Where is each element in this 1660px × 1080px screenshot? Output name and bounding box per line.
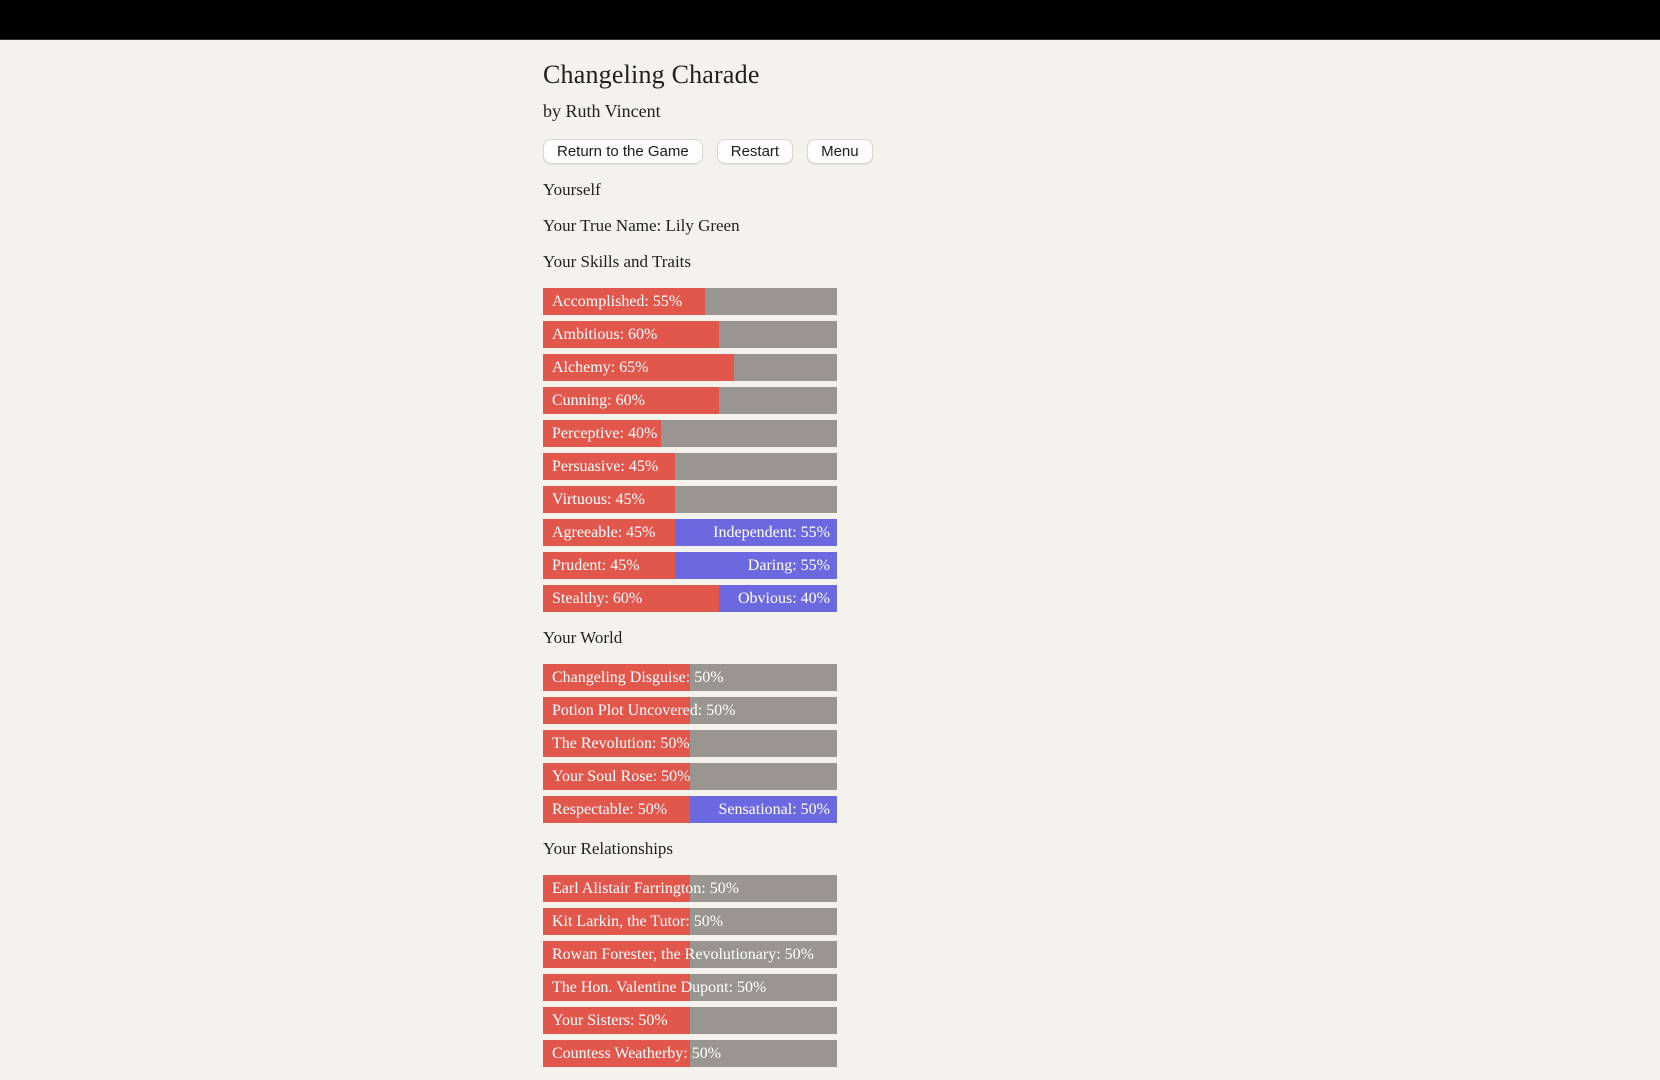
stat-fill — [543, 387, 720, 414]
stat-label: Kit Larkin, the Tutor: 50% — [552, 913, 724, 930]
stat-fill — [543, 486, 676, 513]
menu-button[interactable]: Menu — [807, 139, 873, 164]
stat-sections: Your Skills and Traits Accomplished: 55% A… — [543, 252, 837, 1067]
stat-fill-left — [543, 519, 676, 546]
stat-label: Virtuous: 45% — [552, 491, 645, 508]
yourself-heading: Yourself — [543, 180, 601, 199]
return-to-game-button[interactable]: Return to the Game — [543, 139, 703, 164]
stat-fill — [543, 453, 676, 480]
stat-fill — [543, 730, 690, 757]
stat-label: Accomplished: 55% — [552, 293, 683, 310]
stat-label-left: Stealthy: 60% — [552, 590, 643, 607]
stat-fill — [543, 875, 690, 902]
stat-label: Rowan Forester, the Revolutionary: 50% — [552, 946, 814, 963]
stat-bar: Cunning: 60% — [543, 387, 837, 414]
opposed-stat-bar: Stealthy: 60% Obvious: 40% — [543, 585, 837, 612]
restart-button[interactable]: Restart — [716, 139, 794, 164]
stat-label: Potion Plot Uncovered: 50% — [552, 702, 736, 719]
stat-label-right: Independent: 55% — [713, 524, 830, 541]
stat-fill — [543, 1040, 690, 1067]
stat-label-right: Daring: 55% — [747, 557, 830, 574]
stat-bar: The Hon. Valentine Dupont: 50% — [543, 974, 837, 1001]
stat-bar: Countess Weatherby: 50% — [543, 1040, 837, 1067]
stat-label: Cunning: 60% — [552, 392, 645, 409]
section-heading: Your World — [543, 628, 623, 647]
stat-bar: Kit Larkin, the Tutor: 50% — [543, 908, 837, 935]
stat-fill-left — [543, 585, 720, 612]
stat-bar: Ambitious: 60% — [543, 321, 837, 348]
stat-label-right: Sensational: 50% — [718, 801, 830, 818]
opposed-stat-bar: Agreeable: 45% Independent: 55% — [543, 519, 837, 546]
stat-label-left: Agreeable: 45% — [552, 524, 656, 541]
stat-fill — [543, 288, 705, 315]
stat-fill-left — [543, 552, 676, 579]
stat-label: Your Soul Rose: 50% — [552, 768, 691, 785]
stat-label: Perceptive: 40% — [552, 425, 658, 442]
stat-bar: Potion Plot Uncovered: 50% — [543, 697, 837, 724]
stat-fill — [543, 354, 735, 381]
stat-bar: Alchemy: 65% — [543, 354, 837, 381]
stat-bar-group: Accomplished: 55% Ambitious: 60% Alchemy: … — [543, 288, 837, 612]
stat-fill-left — [543, 796, 690, 823]
stat-label: Alchemy: 65% — [552, 359, 649, 376]
stat-label: The Revolution: 50% — [552, 735, 690, 752]
game-byline: by Ruth Vincent — [543, 101, 661, 121]
stat-label: Earl Alistair Farrington: 50% — [552, 880, 740, 897]
stat-bar: Accomplished: 55% — [543, 288, 837, 315]
stat-bar: Persuasive: 45% — [543, 453, 837, 480]
stats-page: Changeling Charade by Ruth Vincent Retur… — [543, 60, 873, 1067]
stat-fill — [543, 908, 690, 935]
stat-fill-right — [690, 796, 837, 823]
stat-bar-group: Earl Alistair Farrington: 50% Kit Larkin,… — [543, 875, 837, 1067]
section-heading: Your Relationships — [543, 839, 674, 858]
stat-bar: Perceptive: 40% — [543, 420, 837, 447]
opposed-stat-bar: Prudent: 45% Daring: 55% — [543, 552, 837, 579]
stat-bar: Earl Alistair Farrington: 50% — [543, 875, 837, 902]
stat-label: Ambitious: 60% — [552, 326, 658, 343]
stat-fill — [543, 941, 690, 968]
stat-label: Changeling Disguise: 50% — [552, 669, 724, 686]
stat-label-left: Prudent: 45% — [552, 557, 640, 574]
stat-fill — [543, 420, 661, 447]
section-heading: Your Skills and Traits — [543, 252, 692, 271]
opposed-stat-bar: Respectable: 50% Sensational: 50% — [543, 796, 837, 823]
stat-fill-right — [675, 519, 837, 546]
stat-bar: Changeling Disguise: 50% — [543, 664, 837, 691]
stat-bar: The Revolution: 50% — [543, 730, 837, 757]
stat-label: Persuasive: 45% — [552, 458, 659, 475]
stat-fill — [543, 664, 690, 691]
stat-fill — [543, 321, 720, 348]
stat-label: The Hon. Valentine Dupont: 50% — [552, 979, 767, 996]
stat-bar: Your Sisters: 50% — [543, 1007, 837, 1034]
stat-bar: Virtuous: 45% — [543, 486, 837, 513]
stat-fill-right — [719, 585, 837, 612]
stat-fill — [543, 697, 690, 724]
top-black-bar — [0, 0, 1660, 40]
stat-label: Your Sisters: 50% — [552, 1012, 668, 1029]
stat-label: Countess Weatherby: 50% — [552, 1045, 722, 1062]
stat-label-left: Respectable: 50% — [552, 801, 668, 818]
game-title: Changeling Charade — [543, 60, 760, 89]
stat-fill — [543, 974, 690, 1001]
stat-bar: Your Soul Rose: 50% — [543, 763, 837, 790]
stat-label-right: Obvious: 40% — [738, 590, 830, 607]
stat-bar-group: Changeling Disguise: 50% Potion Plot Unco… — [543, 664, 837, 823]
stat-fill-right — [675, 552, 837, 579]
toolbar: Return to the Game Restart Menu — [543, 139, 873, 164]
stat-fill — [543, 763, 690, 790]
stat-fill — [543, 1007, 690, 1034]
stat-bar: Rowan Forester, the Revolutionary: 50% — [543, 941, 837, 968]
true-name-line: Your True Name: Lily Green — [543, 216, 740, 235]
